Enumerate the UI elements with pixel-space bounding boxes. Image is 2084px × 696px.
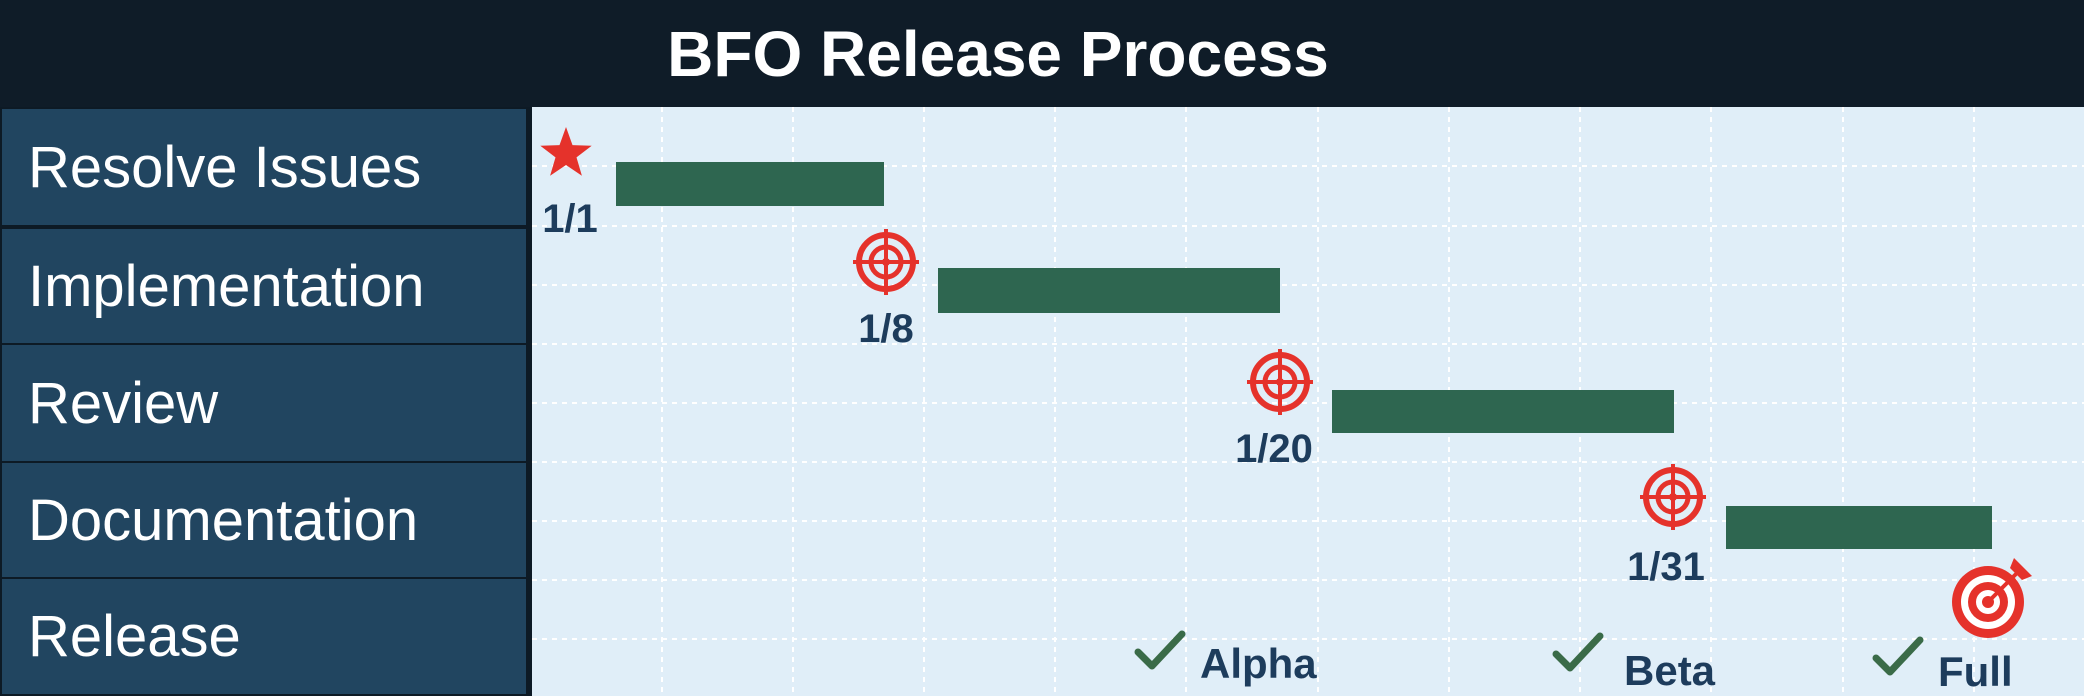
title-bar: BFO Release Process	[0, 0, 2084, 107]
row-label-implementation: Implementation	[0, 227, 528, 345]
task-bar	[1726, 506, 1992, 549]
release-milestone-label: Full	[1938, 648, 2013, 695]
row-label-text: Release	[28, 604, 241, 669]
task-bar	[616, 162, 884, 206]
label-divider	[528, 107, 532, 696]
target-icon	[1640, 464, 1706, 530]
check-icon	[1872, 636, 1924, 676]
row-label-resolve-issues: Resolve Issues	[0, 107, 528, 227]
release-milestone-label: Beta	[1624, 647, 1716, 694]
row-label-text: Implementation	[28, 253, 425, 319]
target-icon	[853, 229, 919, 295]
row-label-text: Review	[28, 370, 219, 436]
row-label-release: Release	[0, 577, 528, 696]
milestone-date: 1/31	[1627, 545, 1705, 589]
milestone-date: 1/8	[858, 307, 914, 351]
check-icon	[1134, 630, 1186, 670]
chart-title: BFO Release Process	[667, 17, 1329, 90]
task-bar	[938, 268, 1280, 313]
bullseye-arrow-icon	[1952, 558, 2032, 638]
check-icon	[1552, 632, 1604, 672]
row-label-text: Documentation	[28, 487, 419, 553]
row-labels: Resolve Issues Implementation Review Doc…	[0, 107, 532, 696]
milestone-date: 1/1	[542, 197, 598, 241]
row-label-documentation: Documentation	[0, 461, 528, 579]
target-icon	[1247, 349, 1313, 415]
milestone-date: 1/20	[1235, 427, 1313, 471]
star-icon	[540, 127, 592, 176]
release-milestone-label: Alpha	[1200, 640, 1317, 687]
row-label-text: Resolve Issues	[28, 134, 422, 200]
task-bar	[1332, 390, 1674, 433]
